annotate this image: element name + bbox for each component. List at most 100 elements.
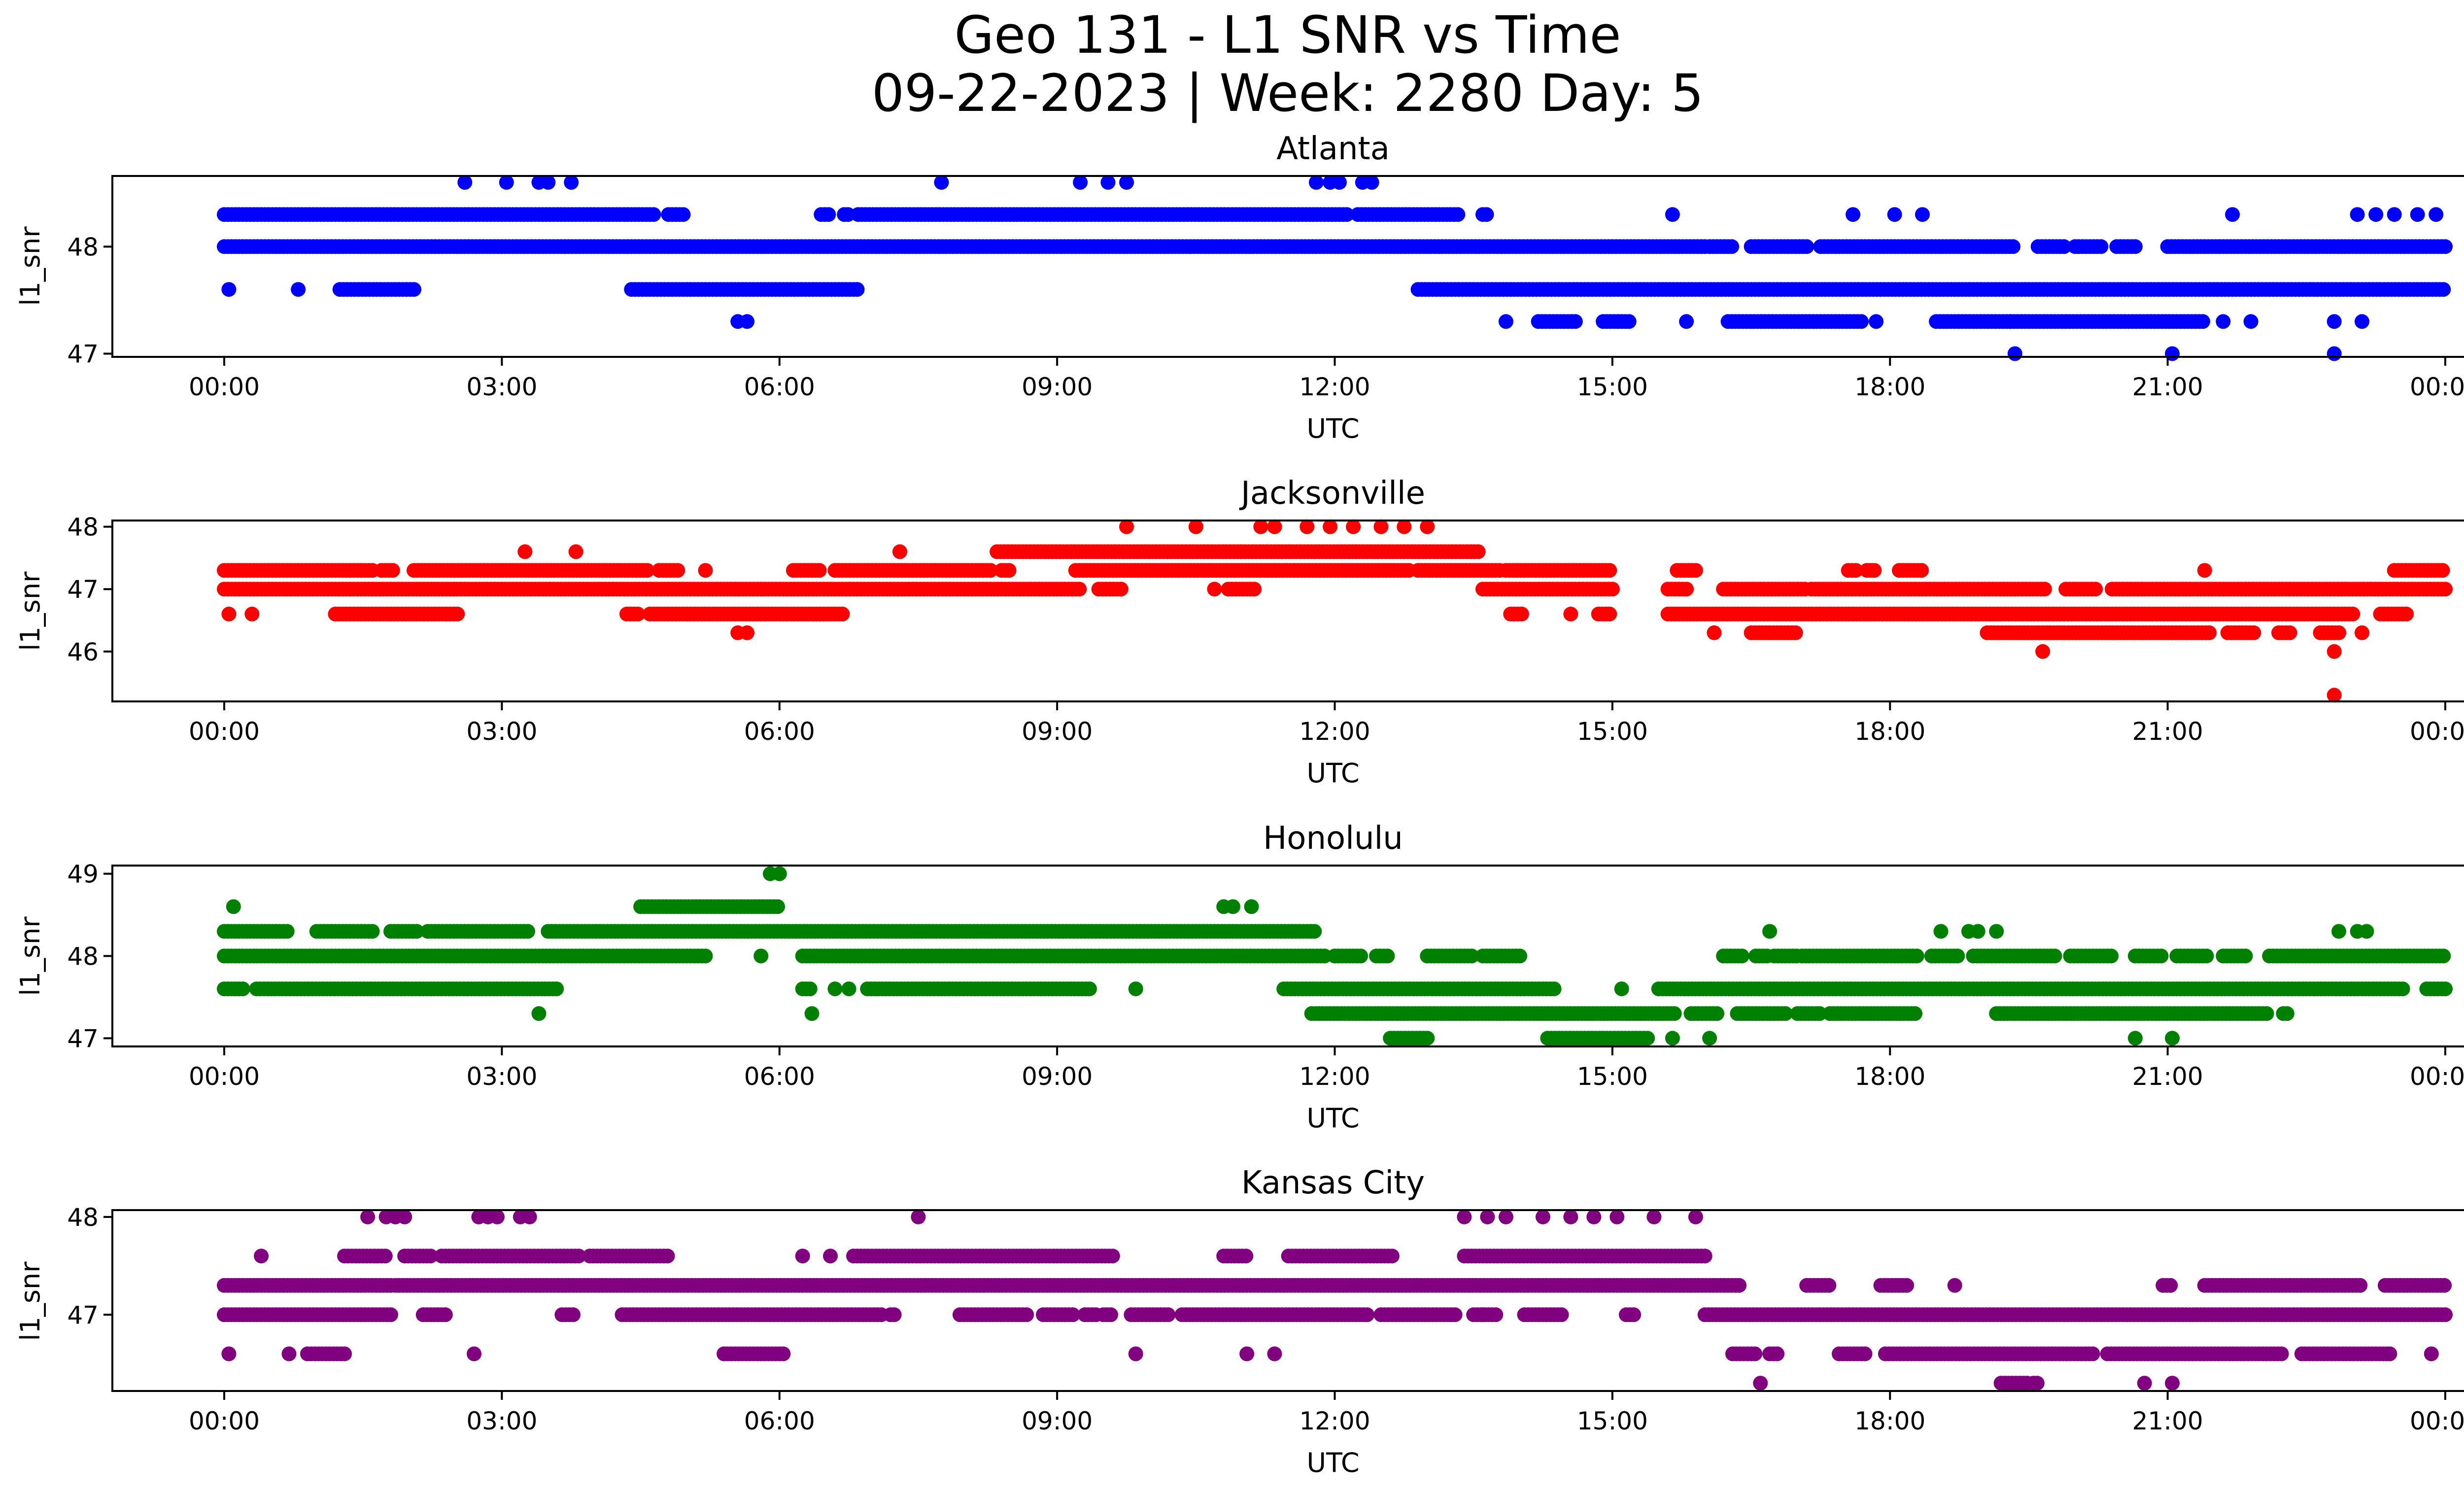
data-point (1563, 606, 1578, 622)
y-tick-label: 49 (67, 860, 99, 889)
plot-frame (111, 175, 2464, 358)
data-point (1869, 314, 1884, 329)
data-point (2327, 314, 2342, 329)
x-tick-label: 00:00 (2410, 717, 2464, 746)
data-point (1373, 519, 1389, 534)
data-point (646, 207, 661, 222)
data-point (2163, 1278, 2178, 1293)
scatter-marks (217, 519, 2453, 703)
data-point (812, 563, 827, 578)
data-point (887, 1307, 902, 1322)
data-point (892, 544, 907, 559)
data-point (1867, 563, 1882, 578)
y-tick-label: 48 (67, 233, 99, 261)
data-point (983, 563, 998, 578)
data-point (1933, 924, 1949, 939)
data-point (2047, 948, 2062, 964)
data-point (753, 948, 769, 964)
subplot-title: Kansas City (1241, 1165, 1425, 1201)
data-point (566, 1307, 581, 1322)
data-point (450, 606, 465, 622)
y-tick-label: 47 (67, 575, 99, 604)
data-point (1846, 207, 1861, 222)
x-tick-label: 03:00 (466, 1062, 537, 1091)
data-point (1498, 314, 1513, 329)
x-tick-label: 12:00 (1299, 1062, 1370, 1091)
data-point (1420, 1031, 1435, 1046)
data-point (407, 282, 421, 297)
data-point (1207, 582, 1222, 597)
x-tick-label: 15:00 (1577, 717, 1648, 746)
data-point (1950, 948, 1965, 964)
data-point (1001, 563, 1017, 578)
data-point (2387, 207, 2402, 222)
data-point (2327, 346, 2342, 361)
data-point (2238, 948, 2253, 964)
data-point (1332, 175, 1347, 190)
axis-ticks: 00:00 03:00 06:00 09:00 12:00 15:00 18:00 21:00… (67, 513, 2464, 746)
data-point (1380, 948, 1395, 964)
data-point (2395, 981, 2410, 997)
x-tick-label: 15:00 (1577, 373, 1648, 401)
data-point (2006, 239, 2020, 254)
data-point (1848, 563, 1863, 578)
data-point (670, 563, 685, 578)
data-point (541, 175, 556, 190)
data-point (1970, 924, 1985, 939)
x-tick-label: 21:00 (2132, 717, 2203, 746)
data-point (1113, 582, 1129, 597)
data-point (2331, 924, 2346, 939)
data-point (244, 606, 260, 622)
data-point (2438, 981, 2453, 997)
data-point (1707, 625, 1722, 640)
data-point (2368, 207, 2384, 222)
data-point (1464, 948, 1479, 964)
data-point (2007, 346, 2022, 361)
data-point (698, 948, 713, 964)
subplot-kansas-city: Kansas City l1_snr UTC 00:00 03:00 06:00 09… (15, 1165, 2464, 1478)
data-point (2056, 239, 2072, 254)
subplot-jacksonville: Jacksonville l1_snr UTC 00:00 03:00 06:00 0… (15, 475, 2464, 789)
x-tick-label: 00:00 (2410, 373, 2464, 401)
data-point (1914, 563, 1929, 578)
data-point (1679, 314, 1694, 329)
data-point (221, 606, 237, 622)
data-point (1899, 1278, 1915, 1293)
data-point (1887, 207, 1902, 222)
data-point (840, 207, 856, 222)
data-point (1188, 519, 1203, 534)
data-point (1397, 519, 1412, 534)
data-point (279, 924, 295, 939)
data-point (2355, 314, 2369, 329)
data-point (1614, 981, 1629, 997)
data-point (1073, 175, 1088, 190)
data-point (291, 282, 306, 297)
figure-title-line2: 09-22-2023 | Week: 2280 Day: 5 (872, 63, 1704, 123)
data-point (2359, 924, 2374, 939)
data-point (1514, 606, 1529, 622)
data-point (1119, 175, 1134, 190)
data-point (438, 1307, 453, 1322)
x-axis-label: UTC (1306, 1103, 1359, 1134)
data-point (1812, 1006, 1827, 1021)
x-tick-label: 06:00 (744, 373, 815, 401)
data-point (1317, 948, 1332, 964)
figure-title-line1: Geo 131 - L1 SNR vs Time (954, 5, 1621, 65)
data-point (2436, 282, 2451, 297)
x-tick-label: 18:00 (1854, 717, 1925, 746)
x-tick-label: 00:00 (189, 717, 260, 746)
data-point (772, 866, 787, 881)
data-point (1339, 207, 1354, 222)
data-point (499, 175, 514, 190)
data-point (2438, 239, 2453, 254)
plot-frame (111, 865, 2464, 1047)
data-point (1247, 582, 1262, 597)
data-point (1072, 582, 1087, 597)
data-point (2216, 314, 2231, 329)
scatter-marks (217, 1209, 2453, 1391)
data-point (1732, 1278, 1747, 1293)
axis-ticks: 00:00 03:00 06:00 09:00 12:00 15:00 18:00 21:00… (67, 233, 2464, 401)
data-point (568, 544, 583, 559)
data-point (1602, 606, 1617, 622)
